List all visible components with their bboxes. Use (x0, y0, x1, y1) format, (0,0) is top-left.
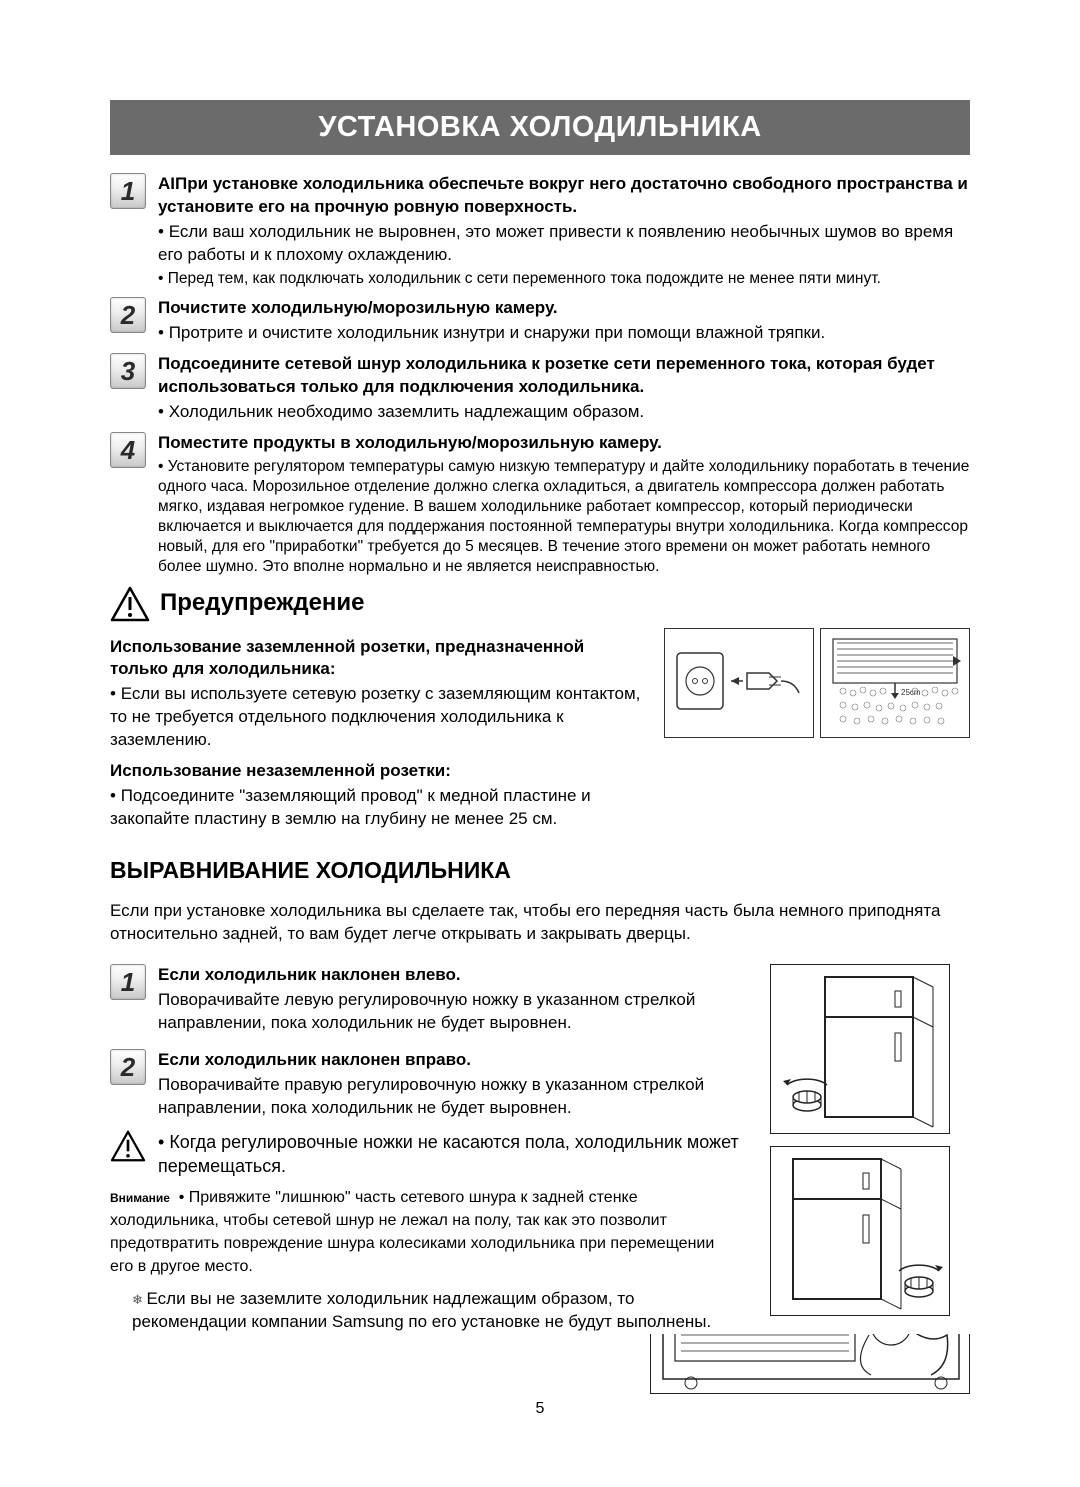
warning-subhead: Использование заземленной розетки, предн… (110, 636, 644, 682)
attention-label: Внимание (110, 1190, 170, 1206)
step-body-text: Поворачивайте правую регулировочную ножк… (158, 1074, 740, 1120)
fridge-tilt-left-diagram (770, 964, 950, 1134)
step-bullet: Холодильник необходимо заземлить надлежа… (158, 401, 970, 424)
page-number: 5 (110, 1398, 970, 1420)
step-number-badge: 2 (110, 297, 146, 333)
leveling-title: ВЫРАВНИВАНИЕ ХОЛОДИЛЬНИКА (110, 855, 970, 886)
warning-subhead: Использование незаземленной розетки: (110, 760, 644, 783)
step-heading: Подсоедините сетевой шнур холодильника к… (158, 353, 970, 399)
step-number-badge: 4 (110, 432, 146, 468)
warning-bullet: Подсоедините "заземляющий провод" к медн… (110, 785, 644, 831)
step-bullet: Перед тем, как подключать холодильник с … (158, 269, 970, 289)
attention-bullet: Привяжите "лишнюю" часть сетевого шнура … (110, 1189, 714, 1275)
level-step-1: 1 Если холодильник наклонен влево. Повор… (110, 964, 740, 1035)
fridge-back-cord-diagram (650, 1334, 970, 1394)
step-number-badge: 1 (110, 964, 146, 1000)
install-step-1: 1 AIПри установке холодильника обеспечьт… (110, 173, 970, 291)
fridge-tilt-right-diagram (770, 1146, 950, 1316)
step-heading: Поместите продукты в холодильную/морозил… (158, 432, 970, 455)
step-bullet: Если ваш холодильник не выровнен, это мо… (158, 221, 970, 267)
install-step-4: 4 Поместите продукты в холодильную/мороз… (110, 432, 970, 580)
level-warning: Когда регулировочные ножки не касаются п… (110, 1130, 740, 1181)
depth-label: 25cm (901, 688, 921, 697)
step-number-badge: 2 (110, 1049, 146, 1085)
step-number-badge: 3 (110, 353, 146, 389)
grounding-note: Если вы не заземлите холодильник надлежа… (132, 1289, 711, 1331)
warning-title: Предупреждение (160, 587, 365, 619)
warning-section: Использование заземленной розетки, предн… (110, 628, 970, 834)
install-step-3: 3 Подсоедините сетевой шнур холодильника… (110, 353, 970, 426)
grounding-diagram: 25cm (820, 628, 970, 738)
install-step-2: 2 Почистите холодильную/морозильную каме… (110, 297, 970, 347)
outlet-plug-diagram (664, 628, 814, 738)
step-bullet: Установите регулятором температуры самую… (158, 457, 970, 578)
warning-triangle-icon (110, 1130, 146, 1162)
page-title-banner: УСТАНОВКА ХОЛОДИЛЬНИКА (110, 100, 970, 155)
step-heading: Почистите холодильную/морозильную камеру… (158, 297, 970, 320)
step-heading: Если холодильник наклонен влево. (158, 964, 740, 987)
warning-header: Предупреждение (110, 586, 970, 622)
step-body-text: Поворачивайте левую регулировочную ножку… (158, 989, 740, 1035)
step-bullet: Протрите и очистите холодильник изнутри … (158, 322, 970, 345)
level-step-2: 2 Если холодильник наклонен вправо. Пово… (110, 1049, 740, 1120)
leveling-intro: Если при установке холодильника вы сдела… (110, 900, 970, 946)
warning-bullet: Когда регулировочные ножки не касаются п… (158, 1130, 740, 1179)
warning-triangle-icon (110, 586, 150, 622)
warning-bullet: Если вы используете сетевую розетку с за… (110, 683, 644, 752)
step-number-badge: 1 (110, 173, 146, 209)
step-heading: Если холодильник наклонен вправо. (158, 1049, 740, 1072)
step-heading: AIПри установке холодильника обеспечьте … (158, 173, 970, 219)
